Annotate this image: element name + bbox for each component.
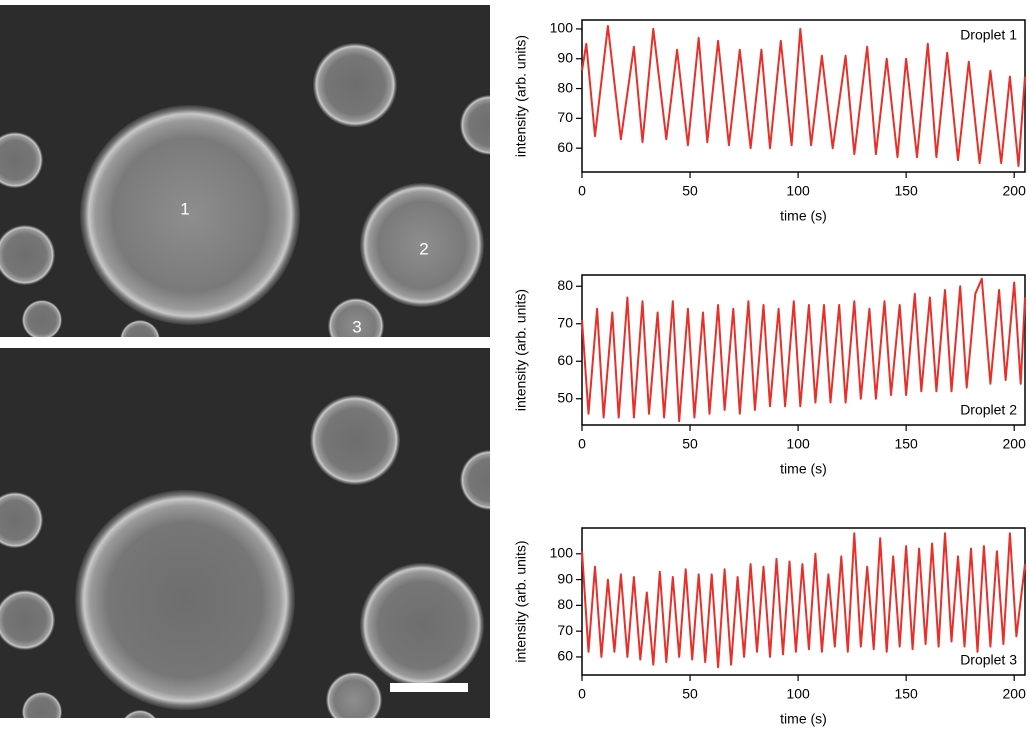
x-tick-label: 200 [1003,436,1027,452]
x-tick-label: 100 [786,183,810,199]
y-axis-label: intensity (arb. units) [513,35,529,157]
y-tick-label: 70 [557,109,573,125]
plot-frame [581,19,1026,173]
plot-frame [581,527,1026,676]
legend-label: Droplet 3 [960,652,1017,668]
x-axis-label: time (s) [780,208,827,224]
x-tick-label: 150 [894,436,918,452]
y-tick-label: 80 [557,596,573,612]
x-tick-label: 0 [578,183,586,199]
legend-label: Droplet 2 [960,402,1017,418]
y-tick-label: 60 [557,352,573,368]
y-tick-label: 50 [557,389,573,405]
x-tick-label: 50 [682,183,698,199]
plot-frame [581,274,1026,426]
x-tick-label: 150 [894,183,918,199]
x-tick-label: 100 [786,686,810,702]
x-tick-label: 100 [786,436,810,452]
y-tick-label: 90 [557,570,573,586]
droplet-label: 3 [352,317,361,336]
y-tick-label: 100 [550,544,574,560]
x-tick-label: 50 [682,686,698,702]
y-tick-label: 60 [557,648,573,664]
y-tick-label: 80 [557,277,573,293]
x-tick-label: 0 [578,436,586,452]
x-axis-label: time (s) [780,711,827,727]
x-tick-label: 0 [578,686,586,702]
y-tick-label: 70 [557,622,573,638]
micrograph-top [0,5,490,337]
y-tick-label: 60 [557,139,573,155]
y-tick-label: 100 [550,20,574,36]
micrograph-bottom [0,348,490,718]
data-line [581,25,1026,167]
legend-label: Droplet 1 [960,27,1017,43]
data-line [581,532,1026,669]
y-tick-label: 80 [557,79,573,95]
droplet-label: 2 [419,239,428,258]
data-line [581,277,1026,423]
y-tick-label: 70 [557,314,573,330]
x-axis-label: time (s) [780,461,827,477]
y-axis-label: intensity (arb. units) [513,289,529,411]
y-tick-label: 90 [557,49,573,65]
x-tick-label: 200 [1003,183,1027,199]
x-tick-label: 200 [1003,686,1027,702]
y-axis-label: intensity (arb. units) [513,540,529,662]
droplet-label: 1 [180,199,189,218]
x-tick-label: 50 [682,436,698,452]
x-tick-label: 150 [894,686,918,702]
